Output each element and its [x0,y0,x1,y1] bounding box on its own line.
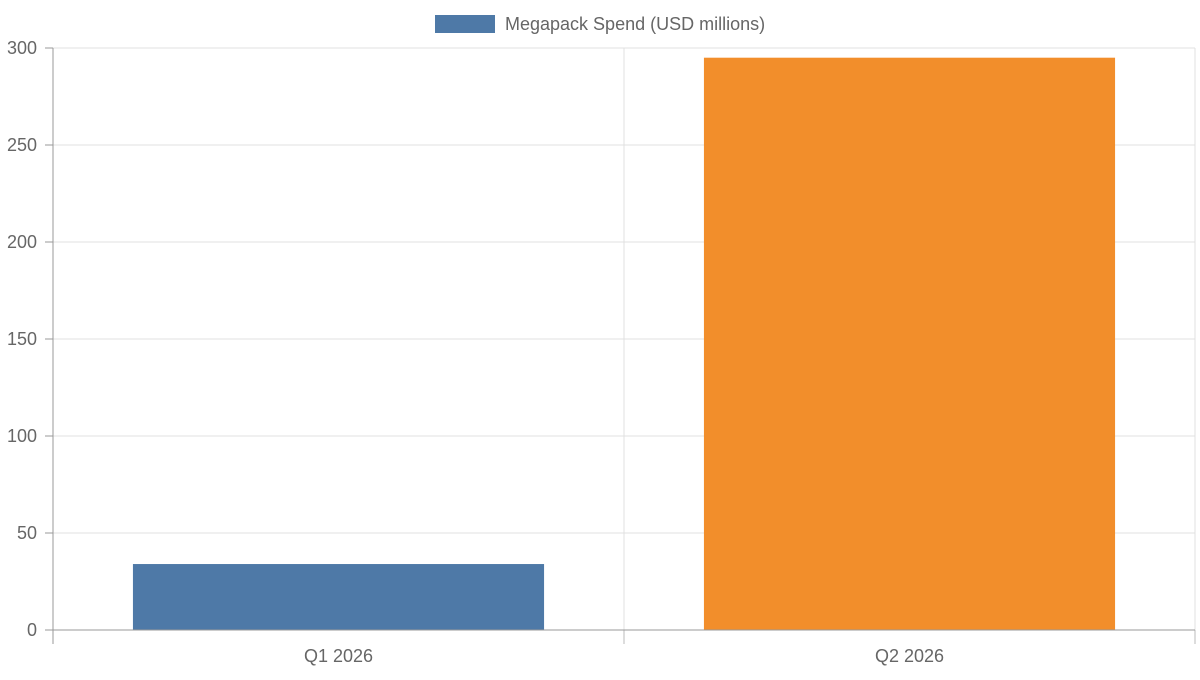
legend-swatch[interactable] [435,15,495,33]
y-tick-label: 150 [7,329,37,349]
y-tick-label: 300 [7,38,37,58]
legend-label[interactable]: Megapack Spend (USD millions) [505,14,765,34]
y-tick-label: 50 [17,523,37,543]
bar-layer [132,57,1116,630]
x-tick-label: Q1 2026 [304,646,373,666]
y-tick-label: 200 [7,232,37,252]
y-tick-label: 100 [7,426,37,446]
y-tick-label: 0 [27,620,37,640]
bar-q1-2026[interactable] [132,564,545,630]
bar-q2-2026[interactable] [703,57,1116,630]
axis-layer: 0 50 100 150 200 250 300 Q1 2026 Q2 2026 [7,38,1196,666]
x-tick-label: Q2 2026 [875,646,944,666]
legend[interactable]: Megapack Spend (USD millions) [435,14,765,34]
grid-layer [53,47,1196,631]
y-tick-label: 250 [7,135,37,155]
